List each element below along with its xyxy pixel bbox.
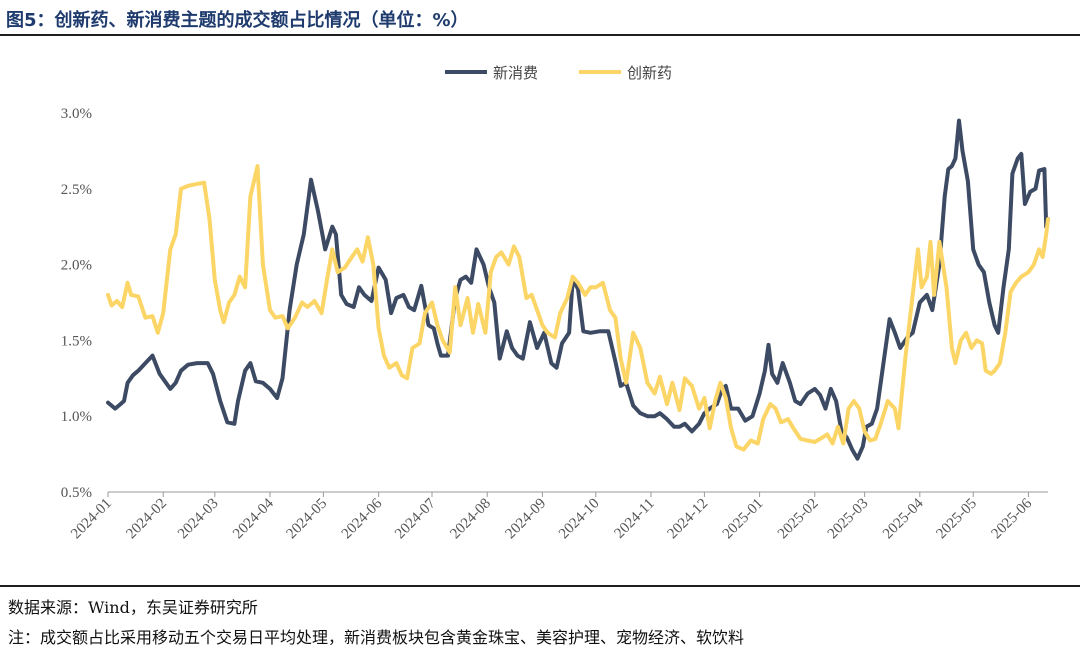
source-note: 数据来源：Wind，东吴证券研究所 [8,598,258,617]
x-axis: 2024-01 2024-02 2024-03 2024-04 2024-05 2024-… [68,491,1048,543]
x-tick-label: 2024-07 [392,495,439,542]
series-line-innovative-drug [106,164,1050,452]
legend-label: 新消费 [493,64,538,82]
x-tick-label: 2025-05 [933,496,980,543]
series-lines [106,118,1050,461]
x-tick-label: 2025-02 [775,496,822,543]
y-tick-label: 0.5% [61,485,92,501]
x-tick-label: 2024-12 [665,496,712,543]
line-chart: 新消费 创新药 0.5%1.0%1.5%2.0%2.5%3.0% 2024-01 2… [61,64,1050,543]
x-tick-label: 2024-10 [556,496,603,543]
x-tick-label: 2025-04 [880,495,927,542]
x-tick-label: 2024-05 [284,496,331,543]
x-tick-label: 2024-03 [175,496,222,543]
x-tick-label: 2024-06 [339,495,386,542]
legend-label: 创新药 [627,64,672,82]
x-tick-label: 2024-04 [230,495,277,542]
chart-title: 图5：创新药、新消费主题的成交额占比情况（单位：%） [6,10,469,31]
y-axis-ticks: 0.5% 1.0% 1.5% 2.0% 2.5% 3.0% [61,106,92,501]
x-tick-label: 2024-11 [612,496,658,542]
y-tick-label: 2.5% [61,182,92,198]
legend: 新消费 创新药 [445,64,672,82]
series-line-new-consumption [106,118,1050,461]
y-tick-label: 2.0% [61,258,92,274]
x-tick-label: 2024-08 [447,496,494,543]
x-tick-label: 2024-09 [503,496,550,543]
x-tick-label: 2025-06 [989,495,1036,542]
x-tick-label: 2024-02 [123,496,170,543]
x-tick-label: 2024-01 [68,496,115,543]
x-tick-label: 2025-01 [720,496,767,543]
y-tick-label: 1.0% [61,409,92,425]
x-tick-label: 2025-03 [825,496,872,543]
top-divider [0,34,1080,36]
y-tick-label: 1.5% [61,333,92,349]
bottom-divider [0,585,1080,587]
y-tick-label: 3.0% [61,106,92,122]
footnote: 注：成交额占比采用移动五个交易日平均处理，新消费板块包含黄金珠宝、美容护理、宠物… [8,628,745,647]
